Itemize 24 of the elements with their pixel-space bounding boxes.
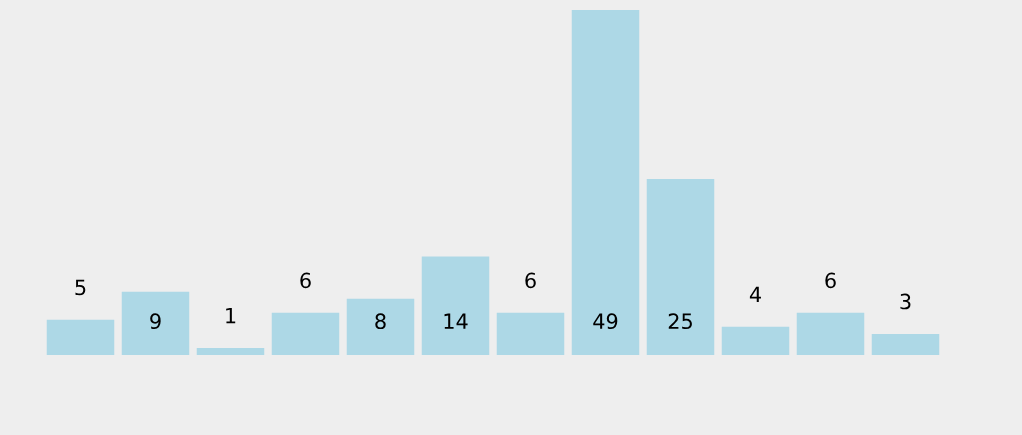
data-label: 49	[593, 313, 618, 330]
data-label: 6	[525, 272, 536, 289]
bar	[796, 312, 865, 355]
data-label: 25	[668, 313, 692, 330]
bar	[46, 319, 115, 355]
data-label: 1	[226, 307, 236, 324]
bar	[121, 291, 190, 355]
data-label: 4	[749, 286, 761, 303]
bar	[421, 256, 490, 355]
bar	[196, 347, 265, 355]
data-label: 6	[825, 272, 836, 289]
bar	[646, 178, 715, 355]
data-label: 9	[150, 313, 161, 330]
bar	[346, 298, 415, 355]
data-label: 14	[444, 313, 468, 329]
data-label: 5	[75, 279, 86, 296]
bar	[496, 312, 565, 355]
bar	[871, 333, 940, 355]
bar	[271, 312, 340, 355]
bar	[721, 326, 790, 355]
bar	[571, 10, 640, 355]
data-label: 3	[900, 293, 911, 310]
data-label: 6	[300, 272, 311, 289]
data-label: 8	[375, 313, 386, 330]
